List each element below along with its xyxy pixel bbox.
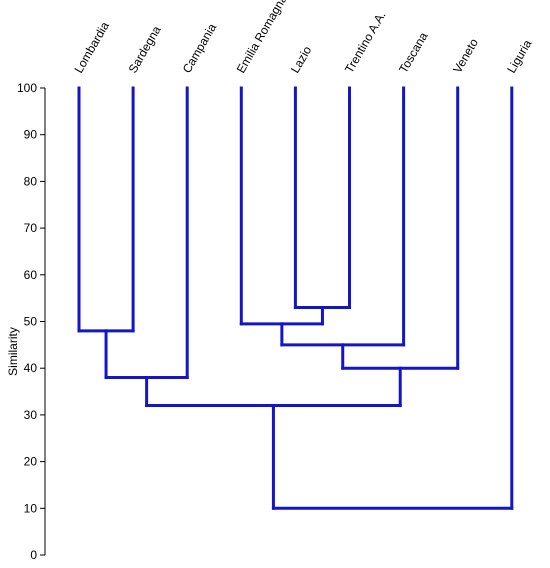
leaf-label-lombardia: Lombardia xyxy=(71,19,112,75)
leaf-label-liguria: Liguria xyxy=(504,37,534,75)
y-tick-label-90: 90 xyxy=(24,128,38,142)
y-axis-title: Similarity xyxy=(6,327,20,376)
y-tick-label-60: 60 xyxy=(24,268,38,282)
y-tick-label-40: 40 xyxy=(24,361,38,375)
leaf-label-trentino-a-a: Trentino A.A. xyxy=(342,9,389,76)
y-tick-label-20: 20 xyxy=(24,455,38,469)
y-tick-label-100: 100 xyxy=(17,81,37,95)
dendrogram-branches xyxy=(77,86,514,510)
leaf-label-campania: Campania xyxy=(180,21,220,76)
leaf-label-lazio: Lazio xyxy=(288,43,315,75)
y-tick-label-10: 10 xyxy=(24,501,38,515)
leaf-label-sardegna: Sardegna xyxy=(126,23,164,75)
y-tick-label-50: 50 xyxy=(24,315,38,329)
y-tick-label-30: 30 xyxy=(24,408,38,422)
leaf-label-emilia-romagna: Emilia Romagna xyxy=(234,0,290,76)
leaf-label-veneto: Veneto xyxy=(450,36,481,76)
y-tick-label-70: 70 xyxy=(24,221,38,235)
leaf-labels: Lombardia Sardegna Campania Emilia RomagnaL… xyxy=(71,0,534,76)
y-axis: 0 10 20 30 40 50 60 70 80 90 100 Similarity xyxy=(6,81,46,562)
leaf-label-toscana: Toscana xyxy=(396,30,431,76)
y-tick-label-0: 0 xyxy=(30,548,37,562)
y-tick-label-80: 80 xyxy=(24,174,38,188)
